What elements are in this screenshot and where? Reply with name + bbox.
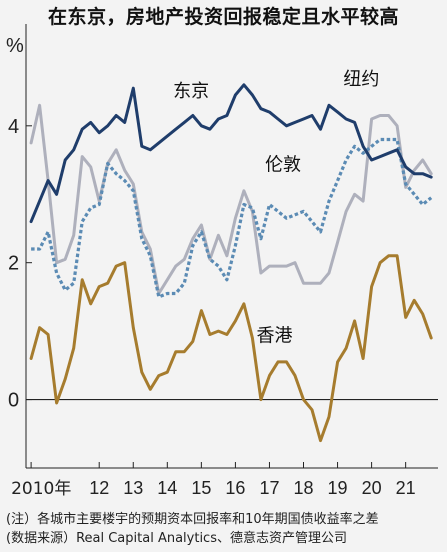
series-line-伦敦 (31, 137, 433, 299)
y-unit-label: % (6, 35, 24, 57)
series-line-纽约 (29, 103, 433, 295)
series-layer (29, 83, 433, 443)
x-tick-label: 21 (396, 478, 416, 498)
x-tick-label: 15 (191, 478, 211, 498)
axes-layer: 0 2 4% 2010年 12 13 14 15 16 17 18 19 20 21 (6, 24, 438, 499)
series-label: 东京 (173, 81, 209, 102)
chart-title: 在东京，房地产投资回报稳定且水平较高 (47, 6, 399, 28)
x-tick-label: 20 (362, 478, 382, 498)
series-label: 纽约 (343, 69, 379, 90)
x-tick-label: 14 (157, 478, 177, 498)
series-label: 香港 (257, 325, 293, 346)
x-tick-label: 17 (259, 478, 279, 498)
note-definition: (注）各城市主要楼宇的预期资本回报率和10年期国债收益率之差 (6, 512, 379, 527)
series-label: 伦敦 (265, 154, 301, 175)
x-tick-label: 19 (328, 478, 348, 498)
x-tick-label: 18 (293, 478, 313, 498)
x-tick-label: 2010年 (11, 479, 71, 499)
x-tick-label: 16 (225, 478, 245, 498)
series-line-香港 (29, 254, 433, 443)
y-tick-label: 0 (8, 390, 19, 412)
x-tick-label: 12 (89, 478, 109, 498)
note-source: (数据来源）Real Capital Analytics、德意志资产管理公司 (6, 531, 347, 546)
y-tick-label: 4 (8, 116, 19, 138)
x-tick-label: 13 (123, 478, 143, 498)
y-tick-label: 2 (8, 253, 19, 275)
series-line-东京 (29, 83, 433, 224)
chart-notes: (注）各城市主要楼宇的预期资本回报率和10年期国债收益率之差 (数据来源）Rea… (6, 510, 379, 548)
